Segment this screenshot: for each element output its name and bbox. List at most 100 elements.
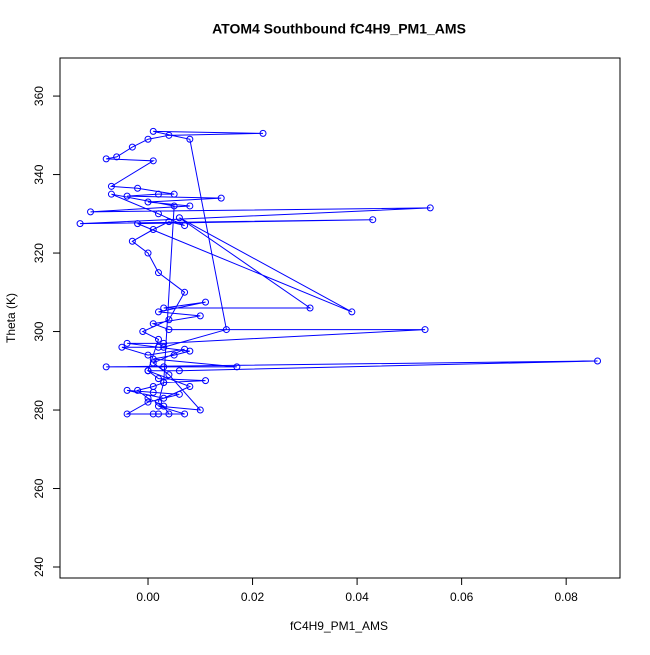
y-tick-label: 300 [32,321,46,341]
data-point [175,367,183,375]
data-point [107,190,115,198]
data-point [123,410,131,418]
data-point [348,308,356,316]
data-point [170,190,178,198]
chart-title: ATOM4 Southbound fC4H9_PM1_AMS [212,21,466,37]
data-point [149,320,157,328]
plot-frame [59,57,621,579]
y-tick-label: 320 [32,243,46,263]
data-point [144,367,152,375]
data-point [154,402,162,410]
data-point [134,386,142,394]
data-point [149,127,157,135]
data-point [154,410,162,418]
data-point [170,351,178,359]
data-point [144,394,152,402]
data-point [165,316,173,324]
data-point [175,390,183,398]
y-tick-label: 240 [32,557,46,577]
data-point [165,371,173,379]
data-point [107,182,115,190]
data-point [139,328,147,336]
data-point [306,304,314,312]
data-point [149,157,157,165]
data-point [113,153,121,161]
data-point [76,220,84,228]
data-point [165,410,173,418]
data-point [186,135,194,143]
data-point [134,184,142,192]
data-point [165,326,173,334]
data-point [186,202,194,210]
data-point [196,312,204,320]
data-point [154,210,162,218]
data-point [196,406,204,414]
data-point [175,214,183,222]
x-tick-label: 0.02 [241,590,265,604]
y-tick-label: 360 [32,86,46,106]
data-point [149,359,157,367]
data-point [202,377,210,385]
data-point [134,220,142,228]
y-tick-label: 280 [32,400,46,420]
data-point [123,386,131,394]
data-point [421,326,429,334]
data-point [222,326,230,334]
data-point [144,398,152,406]
data-point [144,351,152,359]
data-point [144,135,152,143]
y-axis-label: Theta (K) [4,293,18,343]
data-point [144,249,152,257]
data-point [154,398,162,406]
data-point [170,202,178,210]
data-point [102,155,110,163]
data-point [144,198,152,206]
data-point [154,308,162,316]
data-point [149,388,157,396]
data-point [181,345,189,353]
data-point [202,298,210,306]
x-axis-label: fC4H9_PM1_AMS [290,619,388,633]
data-point [160,363,168,371]
x-tick-label: 0.08 [554,590,578,604]
data-point [259,129,267,137]
data-point [154,343,162,351]
data-point [165,131,173,139]
data-point [154,335,162,343]
x-tick-label: 0.04 [345,590,369,604]
data-point [154,269,162,277]
data-point [160,339,168,347]
data-point [87,208,95,216]
data-point [118,343,126,351]
data-point [128,237,136,245]
data-point [149,226,157,234]
data-point [426,204,434,212]
data-point [165,218,173,226]
data-point [186,382,194,390]
data-point [154,190,162,198]
data-point [233,363,241,371]
data-point [102,363,110,371]
y-tick-label: 260 [32,478,46,498]
data-point [160,394,168,402]
data-point [154,375,162,383]
data-point [149,355,157,363]
data-point [217,194,225,202]
data-point [160,379,168,387]
data-point [160,304,168,312]
data-point [181,288,189,296]
x-tick-label: 0.06 [450,590,474,604]
data-point [123,339,131,347]
data-point [369,216,377,224]
data-point [181,222,189,230]
x-tick-label: 0.00 [136,590,160,604]
data-point [123,192,131,200]
series-line [80,130,598,415]
data-point [128,143,136,151]
data-point [160,402,168,410]
y-tick-label: 340 [32,164,46,184]
data-point [149,410,157,418]
data-point [181,410,189,418]
